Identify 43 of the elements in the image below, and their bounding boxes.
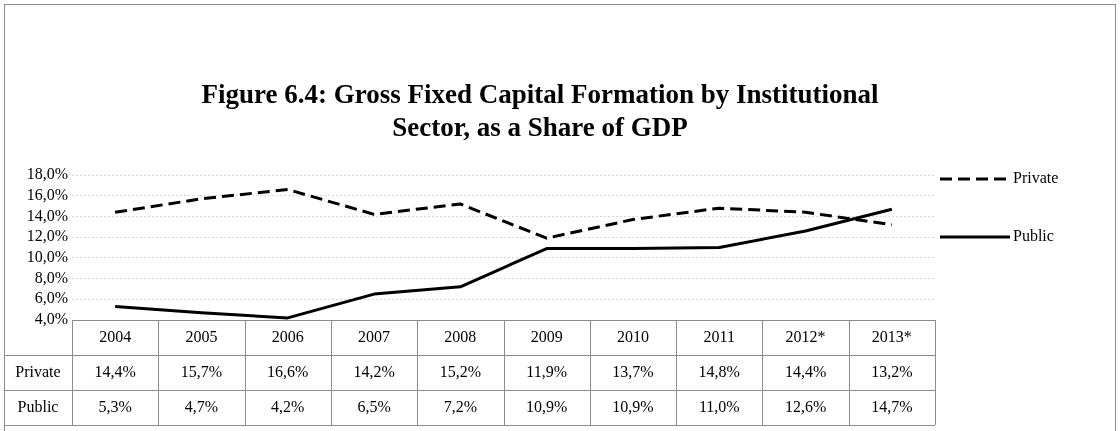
text: Private <box>15 362 61 380</box>
data-label: 16,6% <box>267 362 309 380</box>
x-tick-label: 2006 <box>271 327 304 345</box>
y-tick-label: 18,0% <box>26 165 68 183</box>
data-label: 7,2% <box>443 397 478 415</box>
text: Public <box>17 397 59 415</box>
data-label: 13,7% <box>612 362 654 380</box>
data-label: 13,2% <box>871 362 913 380</box>
data-label: 10,9% <box>525 397 568 415</box>
x-tick-label: 2010 <box>616 327 649 345</box>
data-label: 14,2% <box>353 362 395 380</box>
data-label: 11,0% <box>698 397 740 415</box>
data-label: 5,3% <box>98 397 132 415</box>
y-tick-label: 14,0% <box>26 206 68 224</box>
x-tick-label: 2005 <box>185 327 218 345</box>
chart-title: Figure 6.4: Gross Fixed Capital Formation by Institutional Sector, as a Share of GDP <box>200 78 880 144</box>
y-tick-label: 12,0% <box>26 227 68 245</box>
y-tick-label: 16,0% <box>26 185 68 203</box>
x-tick-label: 2012* <box>785 327 826 345</box>
x-tick-label: 2004 <box>99 327 132 345</box>
x-tick-label: 2013* <box>871 327 912 345</box>
data-label: 14,8% <box>698 362 740 380</box>
data-label: 14,7% <box>871 397 913 415</box>
data-label: 12,6% <box>784 397 827 415</box>
data-label: 15,7% <box>180 362 223 380</box>
data-label: 4,7% <box>184 397 219 415</box>
data-label: 14,4% <box>784 362 827 380</box>
x-tick-label: 2008 <box>444 327 477 345</box>
legend-label: Private <box>1013 169 1059 187</box>
data-label: 4,2% <box>271 397 305 415</box>
y-tick-label: 4,0% <box>34 310 68 328</box>
data-label: 11,9% <box>526 362 568 380</box>
x-tick-label: 2011 <box>703 327 735 345</box>
y-tick-label: 10,0% <box>26 248 68 266</box>
y-tick-label: 8,0% <box>34 268 68 286</box>
data-label: 10,9% <box>612 397 654 415</box>
legend-label: Public <box>1013 227 1054 245</box>
x-tick-label: 2007 <box>358 327 391 345</box>
data-label: 14,4% <box>94 362 136 380</box>
y-tick-label: 6,0% <box>34 289 68 307</box>
data-label: 15,2% <box>439 362 482 380</box>
data-label: 6,5% <box>357 397 391 415</box>
x-tick-label: 2009 <box>530 327 563 345</box>
